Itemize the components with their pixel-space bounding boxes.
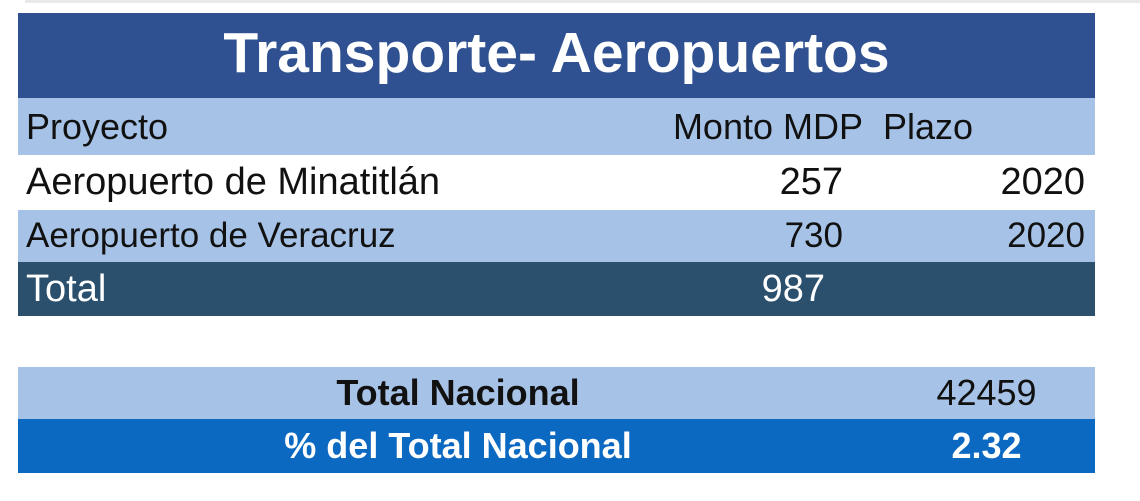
cell-monto: 257	[779, 161, 843, 203]
cell-plazo: 2020	[1000, 161, 1085, 203]
table-total-row: Total 987	[18, 262, 1095, 316]
national-summary-table: Total Nacional 42459 % del Total Naciona…	[18, 367, 1095, 473]
header-plazo: Plazo	[883, 105, 974, 147]
total-monto: 987	[761, 267, 825, 310]
table-row-veracruz: Aeropuerto de Veracruz 730 2020	[18, 210, 1095, 262]
total-nacional-value: 42459	[936, 372, 1037, 413]
table-row-minatitlan: Aeropuerto de Minatitlán 257 2020	[18, 155, 1095, 210]
table-title-bar: Transporte- Aeropuertos	[18, 13, 1095, 98]
pct-total-nacional-label: % del Total Nacional	[284, 425, 632, 466]
total-label: Total	[26, 267, 107, 310]
table-header-row: Proyecto Monto MDP Plazo	[18, 98, 1095, 155]
cell-plazo: 2020	[1007, 216, 1085, 255]
pct-total-nacional-value: 2.32	[951, 425, 1022, 466]
top-edge-line	[25, 0, 1140, 3]
header-monto-mdp: Monto MDP	[672, 105, 863, 147]
cell-monto: 730	[784, 216, 843, 255]
total-nacional-row: Total Nacional 42459	[18, 367, 1095, 419]
header-proyecto: Proyecto	[26, 105, 169, 147]
table-title: Transporte- Aeropuertos	[223, 21, 890, 85]
pct-total-nacional-row: % del Total Nacional 2.32	[18, 419, 1095, 473]
cell-proyecto: Aeropuerto de Minatitlán	[26, 161, 441, 203]
airports-table: Transporte- Aeropuertos Proyecto Monto M…	[18, 13, 1095, 316]
total-nacional-label: Total Nacional	[336, 372, 580, 413]
cell-proyecto: Aeropuerto de Veracruz	[26, 216, 396, 255]
